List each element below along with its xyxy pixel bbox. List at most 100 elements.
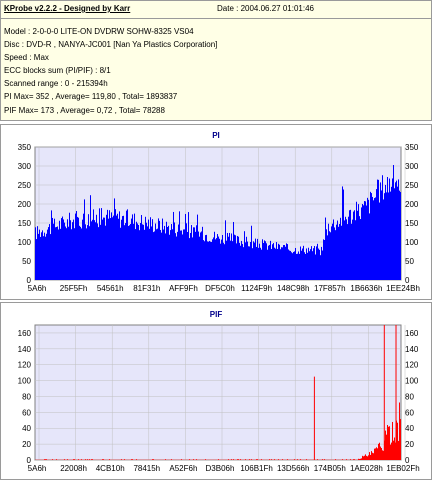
- pi-bar: [182, 234, 183, 280]
- pi-bar: [301, 250, 302, 280]
- pi-bar: [294, 251, 295, 280]
- pi-bar: [188, 212, 189, 280]
- pi-bar: [398, 179, 399, 280]
- pi-bar: [122, 216, 123, 280]
- pif-bar: [271, 459, 272, 460]
- pi-bar: [251, 225, 252, 280]
- pi-bar: [211, 242, 212, 280]
- pif-bar: [153, 459, 154, 460]
- pi-bar: [172, 229, 173, 280]
- pi-bar: [352, 219, 353, 280]
- pi-bar: [78, 217, 79, 280]
- pi-bar: [310, 249, 311, 280]
- pi-bar: [245, 242, 246, 280]
- pi-bar: [159, 220, 160, 280]
- x-tick-label: 1EB02Fh: [386, 464, 419, 473]
- pi-bar: [165, 233, 166, 280]
- pi-chart-panel: PI 0 0 50 50 100 100 150 150 200 200 250 250 300 300 3…: [0, 124, 432, 300]
- pi-bar: [275, 248, 276, 280]
- pi-bar: [361, 207, 362, 280]
- y-tick-label-right: 40: [405, 424, 414, 433]
- pi-bar: [378, 179, 379, 280]
- pi-bar: [158, 218, 159, 280]
- pi-bar: [94, 220, 95, 280]
- y-tick-label-right: 20: [405, 440, 414, 449]
- pif-bar: [73, 459, 74, 460]
- pi-bar: [256, 246, 257, 280]
- pi-bar: [171, 224, 172, 280]
- pi-bar: [101, 208, 102, 280]
- pif-bar: [297, 459, 298, 460]
- pif-bar: [382, 450, 383, 460]
- pi-bar: [354, 210, 355, 280]
- x-tick-label: 54561h: [97, 284, 124, 293]
- pif-bar: [171, 459, 172, 460]
- x-tick-label: 78415h: [133, 464, 160, 473]
- y-tick-label-left: 40: [22, 424, 31, 433]
- pif-bar: [121, 459, 122, 460]
- pi-bar: [85, 224, 86, 280]
- pi-bar: [71, 229, 72, 280]
- x-tick-label: 174B05h: [314, 464, 346, 473]
- pi-bar: [291, 252, 292, 280]
- y-tick-label-right: 100: [405, 377, 419, 386]
- pi-bar: [263, 242, 264, 280]
- pi-bar: [374, 198, 375, 280]
- pif-bar: [103, 459, 104, 460]
- pi-bar: [56, 226, 57, 280]
- pif-bar: [360, 458, 361, 460]
- pi-bar: [332, 223, 333, 280]
- pi-bar: [235, 235, 236, 280]
- pi-bar: [350, 209, 351, 280]
- pi-bar: [234, 234, 235, 280]
- pi-bar: [336, 224, 337, 280]
- pi-bar: [59, 220, 60, 280]
- pi-bar: [194, 227, 195, 280]
- info-ecc-blocks: ECC blocks sum (PI/PIF) : 8/1: [4, 66, 111, 75]
- pi-bar: [208, 241, 209, 280]
- pi-bar: [309, 251, 310, 280]
- pi-bar: [178, 224, 179, 280]
- pi-bar: [261, 249, 262, 280]
- pi-bar: [366, 205, 367, 280]
- pi-bar: [285, 246, 286, 280]
- pi-bar: [47, 229, 48, 280]
- pif-bar: [238, 459, 239, 460]
- pi-bar: [133, 223, 134, 280]
- pi-bar: [236, 243, 237, 280]
- pi-bar: [355, 220, 356, 280]
- pi-bar: [304, 252, 305, 280]
- pi-bar: [390, 191, 391, 280]
- pi-bar: [233, 221, 234, 280]
- pi-bar: [249, 246, 250, 280]
- pi-bar: [189, 238, 190, 280]
- pi-bar: [392, 178, 393, 280]
- y-tick-label-left: 80: [22, 392, 31, 401]
- pi-bar: [348, 216, 349, 280]
- pif-bar: [81, 459, 82, 460]
- pi-bar: [341, 225, 342, 280]
- pi-bar: [120, 227, 121, 280]
- pi-bar: [272, 244, 273, 280]
- pi-bar: [384, 193, 385, 280]
- pif-bar: [85, 459, 86, 460]
- pi-bar: [119, 211, 120, 280]
- pi-bar: [335, 230, 336, 280]
- pi-bar: [241, 240, 242, 280]
- pi-bar: [112, 217, 113, 280]
- pi-bar: [388, 192, 389, 280]
- pi-bar: [377, 179, 378, 280]
- x-tick-label: 4CB10h: [96, 464, 125, 473]
- pi-bar: [391, 186, 392, 280]
- pif-bar: [392, 421, 393, 460]
- pi-bar: [129, 225, 130, 280]
- pif-bar: [196, 459, 197, 460]
- pif-bar: [205, 459, 206, 460]
- pi-bar: [107, 209, 108, 280]
- pi-bar: [223, 242, 224, 280]
- y-tick-label-right: 350: [405, 143, 419, 152]
- pi-bar: [349, 210, 350, 280]
- pi-bar: [266, 243, 267, 280]
- pif-bar: [228, 459, 229, 460]
- pif-bar: [369, 452, 370, 460]
